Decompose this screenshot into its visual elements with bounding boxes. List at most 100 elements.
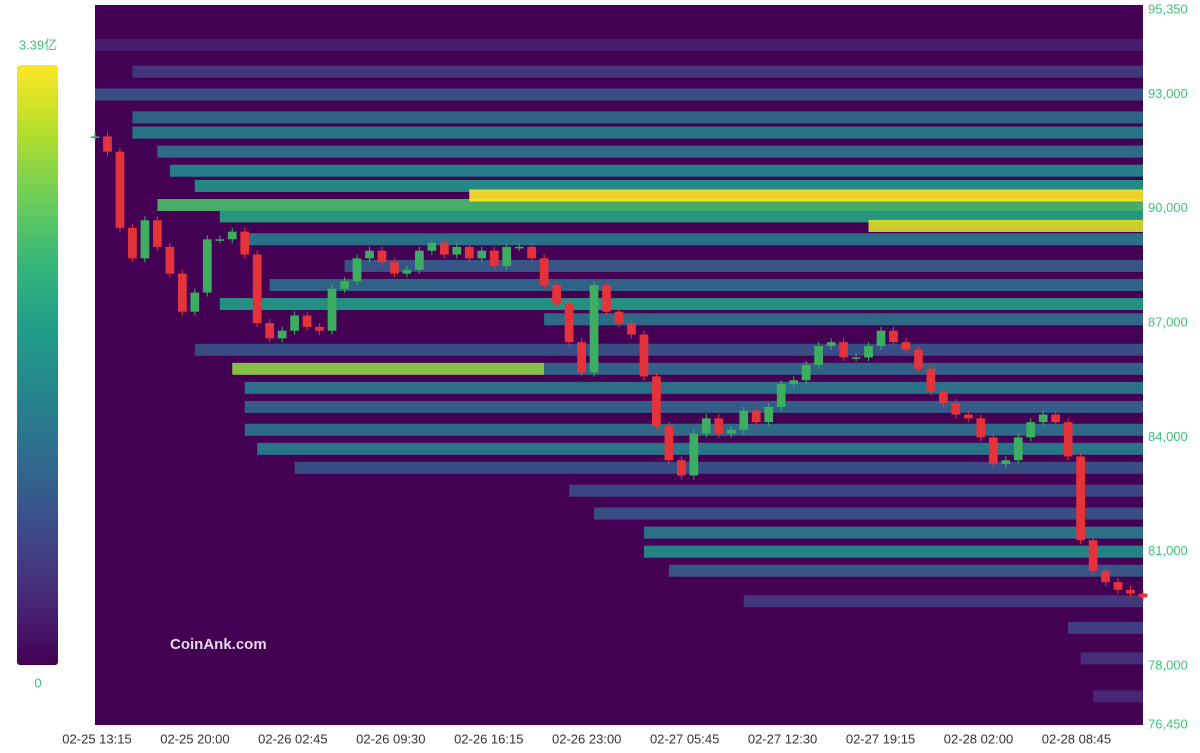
candle: [552, 285, 561, 305]
candle: [851, 357, 861, 359]
candle: [689, 433, 699, 476]
candle: [751, 410, 761, 423]
candle: [103, 136, 112, 152]
candle: [390, 262, 399, 274]
candle: [564, 304, 574, 343]
candle: [415, 250, 424, 270]
candle: [115, 151, 125, 228]
candle: [789, 380, 799, 385]
x-tick-label: 02-25 20:00: [160, 731, 229, 746]
candle: [926, 368, 936, 392]
heat-band: [257, 442, 1143, 455]
x-tick-label: 02-26 09:30: [356, 731, 425, 746]
candle: [864, 345, 873, 358]
candle: [153, 220, 162, 247]
heat-band: [232, 362, 545, 375]
heat-band: [569, 484, 1143, 497]
candle: [290, 315, 299, 331]
candle: [1013, 437, 1023, 461]
candle: [427, 243, 437, 251]
candle: [340, 281, 349, 289]
candle: [252, 254, 262, 324]
heat-band: [743, 595, 1143, 608]
candle: [764, 406, 774, 423]
candle: [714, 418, 724, 434]
heat-band: [244, 381, 1143, 394]
heat-band: [868, 219, 1143, 232]
y-tick-label: 87,000: [1148, 315, 1188, 330]
candle: [90, 136, 100, 138]
candle: [726, 429, 736, 434]
x-tick-label: 02-27 19:15: [846, 731, 915, 746]
heat-band: [157, 145, 1143, 158]
candle: [1001, 460, 1011, 465]
x-tick-label: 02-27 05:45: [650, 731, 719, 746]
candle: [664, 425, 674, 461]
candle: [1026, 422, 1036, 438]
x-tick-label: 02-28 08:45: [1042, 731, 1111, 746]
heat-band: [344, 259, 1143, 272]
candle: [1051, 414, 1061, 423]
candle: [614, 311, 624, 324]
candle: [1138, 593, 1148, 598]
heat-band: [132, 126, 1143, 139]
heat-band: [194, 343, 1143, 356]
candle: [489, 250, 499, 266]
heat-band: [1068, 621, 1143, 634]
heat-band: [1093, 690, 1143, 703]
heat-band: [219, 298, 1143, 311]
candle: [889, 330, 898, 343]
candle: [402, 269, 412, 274]
heat-band: [244, 400, 1143, 413]
heat-band: [643, 526, 1143, 539]
candle: [876, 330, 886, 346]
candle: [464, 246, 474, 259]
candle: [514, 246, 524, 249]
colorbar-label: 0: [34, 675, 41, 690]
candle: [1038, 414, 1048, 423]
heat-band: [132, 65, 1143, 78]
x-tick-label: 02-26 23:00: [552, 731, 621, 746]
heat-band: [668, 564, 1143, 577]
candle: [352, 258, 362, 282]
candle: [639, 334, 649, 377]
y-tick-label: 76,450: [1148, 716, 1188, 731]
candle: [202, 239, 212, 293]
candle: [1101, 570, 1110, 583]
candle: [265, 323, 275, 339]
candle: [140, 220, 150, 259]
x-tick-label: 02-26 02:45: [258, 731, 327, 746]
heat-band: [469, 189, 1143, 202]
candle: [502, 246, 512, 266]
candle: [1088, 540, 1098, 571]
heat-band: [219, 210, 1143, 223]
heat-band: [157, 199, 1143, 211]
candle: [190, 292, 200, 312]
candle: [701, 418, 711, 434]
heat-band: [1080, 652, 1143, 665]
candle: [589, 285, 599, 373]
candle: [302, 315, 312, 327]
heat-band: [95, 88, 1143, 101]
candle: [452, 246, 462, 255]
candle: [951, 403, 961, 415]
candle: [1076, 456, 1085, 541]
candle: [365, 250, 374, 259]
y-tick-label: 81,000: [1148, 543, 1188, 558]
heat-band: [643, 545, 1143, 558]
candle: [627, 323, 636, 335]
y-tick-label: 95,350: [1148, 1, 1188, 16]
x-tick-label: 02-27 12:30: [748, 731, 817, 746]
candle: [602, 285, 611, 312]
candle: [439, 243, 449, 255]
candle: [277, 330, 287, 339]
candle: [739, 410, 749, 430]
heat-band: [594, 507, 1143, 520]
candle: [577, 342, 586, 373]
x-tick-label: 02-28 02:00: [944, 731, 1013, 746]
candle: [539, 258, 549, 285]
candle: [1126, 589, 1135, 594]
candle: [215, 239, 225, 241]
heat-band: [169, 164, 1143, 177]
